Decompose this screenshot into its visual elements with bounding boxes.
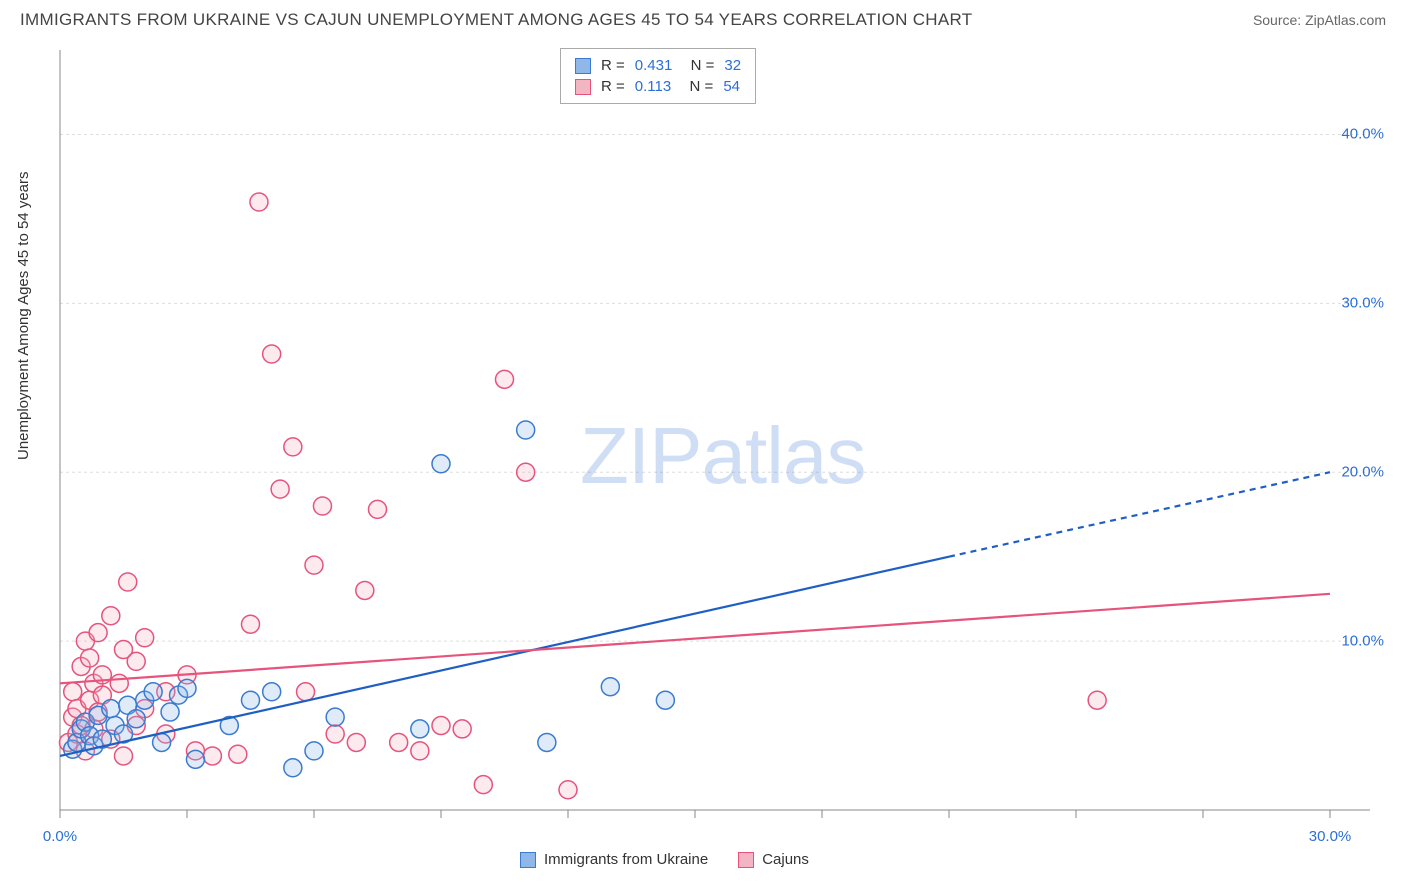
chart-container: Unemployment Among Ages 45 to 54 years Z…: [20, 40, 1386, 870]
stat-n-value: 32: [724, 57, 741, 74]
stats-row: R = 0.431 N = 32: [575, 55, 741, 76]
stats-row: R = 0.113 N = 54: [575, 76, 741, 97]
series-swatch: [575, 58, 591, 74]
bottom-legend: Immigrants from Ukraine Cajuns: [520, 851, 809, 868]
legend-label: Immigrants from Ukraine: [544, 851, 708, 868]
chart-title: IMMIGRANTS FROM UKRAINE VS CAJUN UNEMPLO…: [20, 10, 972, 30]
legend-swatch: [520, 852, 536, 868]
legend-swatch: [738, 852, 754, 868]
chart-source: Source: ZipAtlas.com: [1253, 12, 1386, 28]
y-tick-label: 10.0%: [1341, 633, 1384, 650]
y-tick-label: 30.0%: [1341, 295, 1384, 312]
x-tick-label: 0.0%: [43, 828, 77, 845]
stat-n-value: 54: [723, 78, 740, 95]
stat-r-value: 0.113: [635, 78, 671, 95]
y-axis-title: Unemployment Among Ages 45 to 54 years: [15, 171, 32, 460]
stat-r-value: 0.431: [635, 57, 673, 74]
stat-label: R =: [601, 57, 625, 74]
legend-item: Immigrants from Ukraine: [520, 851, 708, 868]
scatter-chart: [20, 40, 1386, 870]
chart-header: IMMIGRANTS FROM UKRAINE VS CAJUN UNEMPLO…: [0, 0, 1406, 35]
stat-label: N =: [681, 78, 713, 95]
correlation-stats-box: R = 0.431 N = 32 R = 0.113 N = 54: [560, 48, 756, 104]
stat-label: N =: [682, 57, 714, 74]
y-tick-label: 40.0%: [1341, 126, 1384, 143]
legend-label: Cajuns: [762, 851, 809, 868]
x-tick-label: 30.0%: [1309, 828, 1352, 845]
legend-item: Cajuns: [738, 851, 809, 868]
stat-label: R =: [601, 78, 625, 95]
series-swatch: [575, 79, 591, 95]
y-tick-label: 20.0%: [1341, 464, 1384, 481]
